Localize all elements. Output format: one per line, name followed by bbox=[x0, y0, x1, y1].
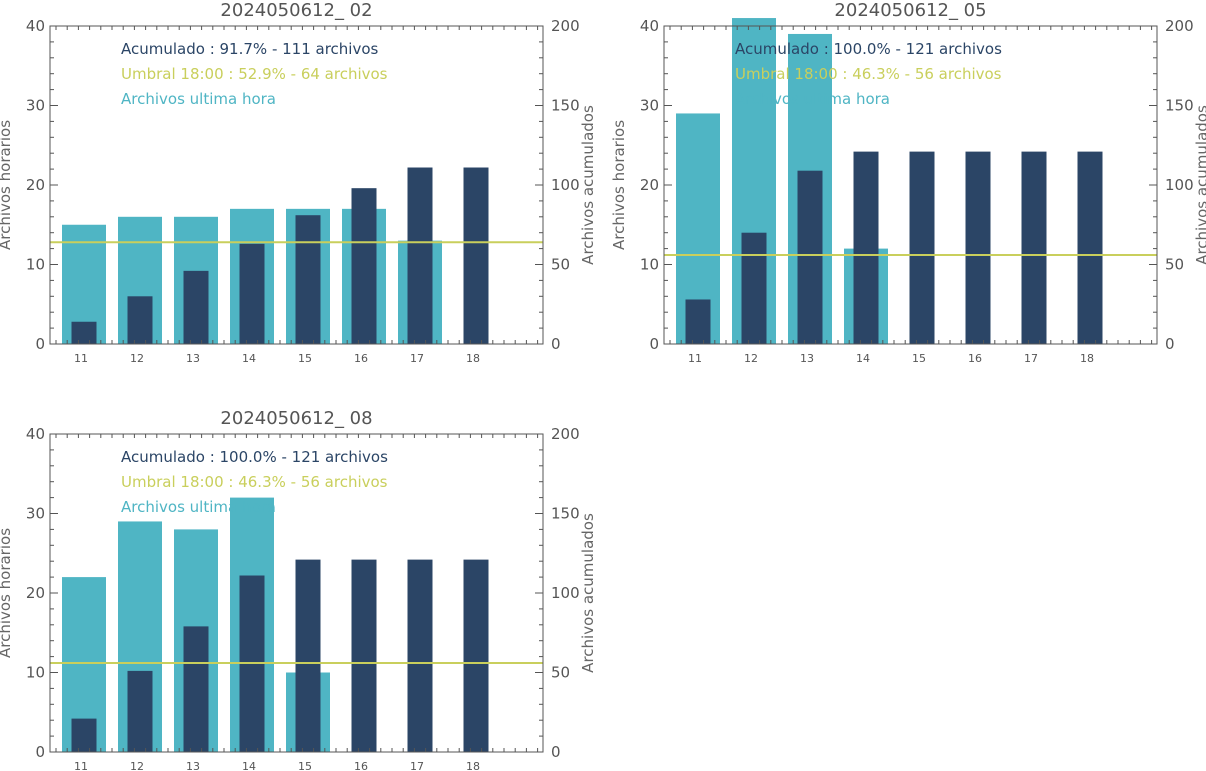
cumulative-bar bbox=[295, 215, 321, 344]
y-tick-label: 40 bbox=[26, 425, 45, 443]
cumulative-bar bbox=[183, 626, 209, 752]
x-tick-label: 18 bbox=[466, 352, 480, 365]
cumulative-bar bbox=[853, 151, 879, 344]
chart-title: 2024050612_ 02 bbox=[220, 0, 372, 21]
y-tick-label: 10 bbox=[26, 664, 45, 682]
x-tick-label: 13 bbox=[186, 352, 200, 365]
legend-entry: Umbral 18:00 : 52.9% - 64 archivos bbox=[121, 65, 388, 83]
cumulative-bar bbox=[183, 270, 209, 344]
cumulative-bar bbox=[463, 167, 489, 344]
legend-entry: Archivos ultima hora bbox=[121, 90, 276, 108]
cumulative-bar bbox=[1021, 151, 1047, 344]
chart-title: 2024050612_ 08 bbox=[220, 408, 372, 429]
cumulative-bar bbox=[407, 167, 433, 344]
cumulative-bar bbox=[685, 299, 711, 344]
cumulative-bar bbox=[127, 670, 153, 752]
x-tick-label: 15 bbox=[298, 352, 312, 365]
y2-tick-label: 0 bbox=[551, 743, 561, 761]
legend-entry: Umbral 18:00 : 46.3% - 56 archivos bbox=[121, 473, 388, 491]
x-tick-label: 12 bbox=[130, 760, 144, 771]
y2-tick-label: 200 bbox=[551, 425, 580, 443]
y-tick-label: 0 bbox=[35, 335, 45, 353]
chart-panel: 2024050612_ 02 0 10 20 30 40 0 50 100 150 200 11 12 1… bbox=[0, 0, 597, 365]
cumulative-bar bbox=[71, 718, 97, 752]
y2-axis-label: Archivos acumulados bbox=[579, 105, 597, 265]
x-tick-label: 13 bbox=[186, 760, 200, 771]
y2-tick-label: 150 bbox=[1165, 97, 1194, 115]
cumulative-bar bbox=[351, 559, 377, 752]
y2-axis-label: Archivos acumulados bbox=[1193, 105, 1206, 265]
y-tick-label: 10 bbox=[26, 256, 45, 274]
y-tick-label: 20 bbox=[26, 584, 45, 602]
x-tick-label: 15 bbox=[298, 760, 312, 771]
x-tick-label: 11 bbox=[74, 352, 88, 365]
y2-tick-label: 100 bbox=[551, 176, 580, 194]
x-tick-label: 11 bbox=[688, 352, 702, 365]
cumulative-bar bbox=[1077, 151, 1103, 344]
x-tick-label: 12 bbox=[130, 352, 144, 365]
x-tick-label: 11 bbox=[74, 760, 88, 771]
y2-tick-label: 200 bbox=[1165, 17, 1194, 35]
x-tick-label: 18 bbox=[1080, 352, 1094, 365]
x-tick-label: 15 bbox=[912, 352, 926, 365]
legend-entry: Archivos ultima hora bbox=[735, 90, 890, 108]
chart-panel: 2024050612_ 08 0 10 20 30 40 0 50 100 150 200 11 12 1… bbox=[0, 408, 597, 771]
cumulative-bar bbox=[71, 321, 97, 344]
y2-tick-label: 50 bbox=[551, 664, 570, 682]
y-tick-label: 20 bbox=[640, 176, 659, 194]
cumulative-bar bbox=[463, 559, 489, 752]
y-tick-label: 10 bbox=[640, 256, 659, 274]
x-tick-label: 17 bbox=[410, 760, 424, 771]
chart-panel: 2024050612_ 05 0 10 20 30 40 0 50 100 150 200 11 12 1… bbox=[610, 0, 1206, 365]
x-tick-label: 14 bbox=[242, 352, 256, 365]
y2-tick-label: 150 bbox=[551, 505, 580, 523]
legend-entry: Acumulado : 100.0% - 121 archivos bbox=[121, 448, 388, 466]
cumulative-bar bbox=[295, 559, 321, 752]
cumulative-bar bbox=[127, 296, 153, 344]
x-tick-label: 12 bbox=[744, 352, 758, 365]
y2-tick-label: 100 bbox=[1165, 176, 1194, 194]
x-tick-label: 16 bbox=[354, 760, 368, 771]
y-axis-label: Archivos horarios bbox=[0, 120, 14, 250]
x-tick-label: 17 bbox=[1024, 352, 1038, 365]
cumulative-bar bbox=[407, 559, 433, 752]
y2-tick-label: 0 bbox=[1165, 335, 1175, 353]
y2-tick-label: 150 bbox=[551, 97, 580, 115]
x-tick-label: 16 bbox=[968, 352, 982, 365]
chart-title: 2024050612_ 05 bbox=[834, 0, 986, 21]
y2-tick-label: 200 bbox=[551, 17, 580, 35]
x-tick-label: 18 bbox=[466, 760, 480, 771]
y-tick-label: 30 bbox=[26, 505, 45, 523]
cumulative-bar bbox=[741, 232, 767, 344]
y-axis-label: Archivos horarios bbox=[610, 120, 628, 250]
legend-entry: Umbral 18:00 : 46.3% - 56 archivos bbox=[735, 65, 1002, 83]
y-axis-label: Archivos horarios bbox=[0, 528, 14, 658]
legend-entry: Acumulado : 91.7% - 111 archivos bbox=[121, 40, 379, 58]
legend-entry: Acumulado : 100.0% - 121 archivos bbox=[735, 40, 1002, 58]
x-tick-label: 17 bbox=[410, 352, 424, 365]
y-tick-label: 0 bbox=[35, 743, 45, 761]
x-tick-label: 14 bbox=[856, 352, 870, 365]
x-tick-label: 13 bbox=[800, 352, 814, 365]
x-tick-label: 14 bbox=[242, 760, 256, 771]
y2-tick-label: 50 bbox=[1165, 256, 1184, 274]
y-tick-label: 30 bbox=[640, 97, 659, 115]
y2-tick-label: 50 bbox=[551, 256, 570, 274]
y-tick-label: 0 bbox=[649, 335, 659, 353]
y-tick-label: 40 bbox=[640, 17, 659, 35]
cumulative-bar bbox=[797, 170, 823, 344]
y-tick-label: 30 bbox=[26, 97, 45, 115]
y-tick-label: 40 bbox=[26, 17, 45, 35]
y2-tick-label: 0 bbox=[551, 335, 561, 353]
x-tick-label: 16 bbox=[354, 352, 368, 365]
y-tick-label: 20 bbox=[26, 176, 45, 194]
cumulative-bar bbox=[909, 151, 935, 344]
y2-axis-label: Archivos acumulados bbox=[579, 513, 597, 673]
y2-tick-label: 100 bbox=[551, 584, 580, 602]
cumulative-bar bbox=[351, 188, 377, 344]
legend-entry: Archivos ultima hora bbox=[121, 498, 276, 516]
cumulative-bar bbox=[965, 151, 991, 344]
cumulative-bar bbox=[239, 243, 265, 344]
